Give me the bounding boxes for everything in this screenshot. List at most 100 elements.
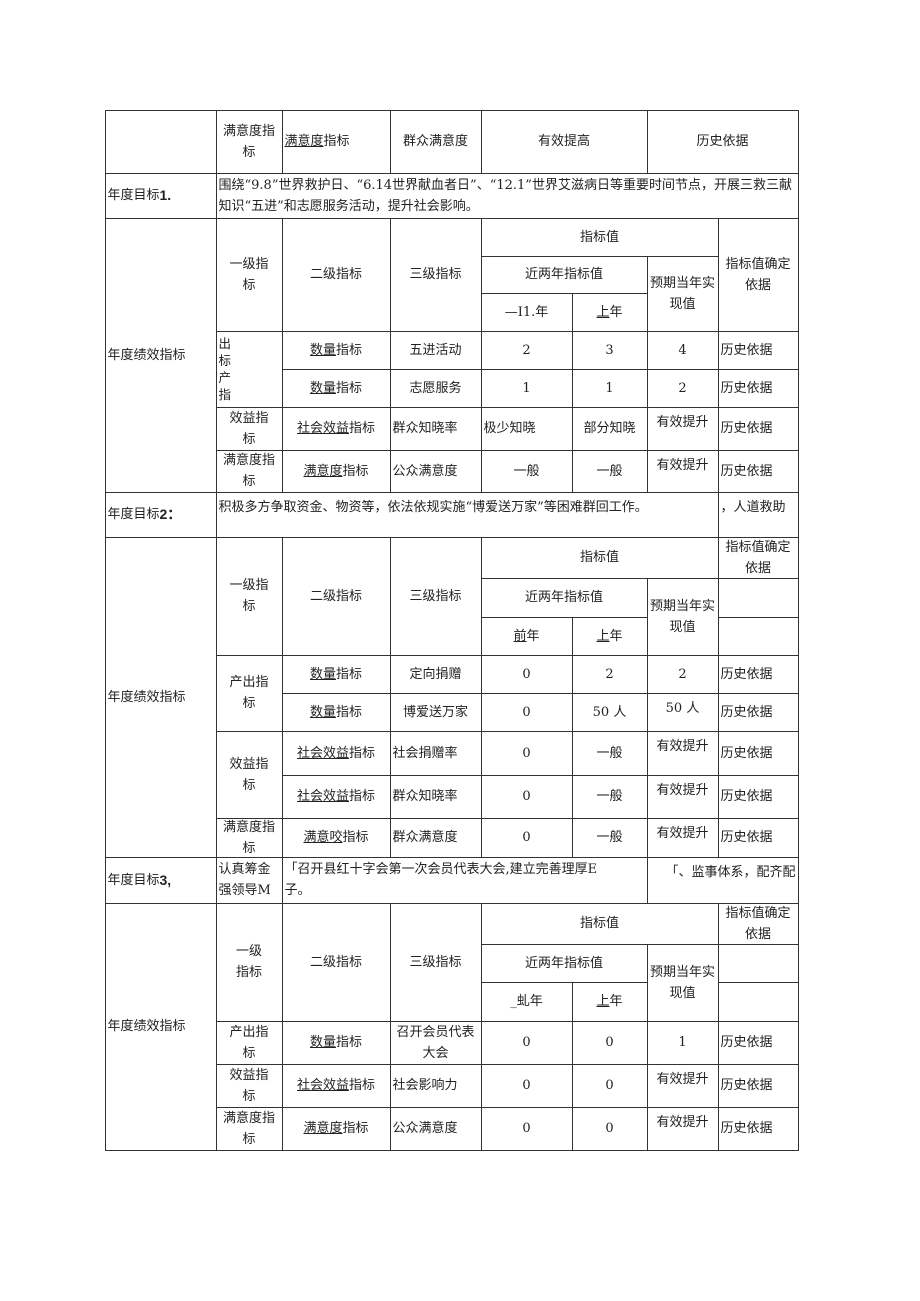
table-row-basis: 历史依据	[717, 1106, 799, 1151]
cell-text: 历史依据	[720, 1121, 773, 1136]
cell-text: 出 标 产 指	[218, 336, 232, 402]
cell-text: 0	[522, 666, 531, 682]
table-cell: 指标值确定 依据	[717, 902, 799, 945]
cell-text: 二级指标	[309, 267, 362, 282]
underlined-text: 满意度	[284, 134, 324, 149]
cell-text: 上年	[596, 991, 622, 1012]
cell-text: 指标值	[579, 916, 619, 931]
table-cell: 近两年指标值	[480, 255, 648, 294]
table-cell: 上年	[571, 616, 648, 656]
table-cell: 满意度指 标	[215, 109, 283, 174]
cell-text: 近两年指标值	[524, 955, 603, 971]
goal-label-text: 年度目标	[107, 507, 160, 522]
table-cell: 年度绩效指标	[104, 902, 217, 1151]
cell-text: 预期当年实 现值	[649, 598, 715, 635]
cell-text: 指标值	[579, 550, 619, 565]
table-row-basis: 历史依据	[717, 330, 799, 370]
table-cell: 一般	[571, 449, 648, 493]
cell-text: 二级指标	[309, 954, 362, 970]
cell-text: 年度绩效指标	[107, 689, 186, 705]
table-cell: 0	[480, 1106, 573, 1151]
text: 指标	[349, 745, 376, 761]
cell-text: 满意度指标	[285, 131, 350, 152]
table-cell: 指标值确定 依据	[717, 217, 799, 332]
cell-text: 历史依据	[720, 342, 773, 358]
cell-text: 0	[522, 1078, 531, 1093]
table-cell: 一般	[571, 774, 648, 819]
goal-text-left: 认真筹金 强领导M	[215, 856, 283, 904]
text: 年	[526, 628, 540, 644]
table-cell: 满意咬指标	[281, 817, 391, 858]
text: 年	[609, 994, 623, 1009]
cell-text: 0	[522, 830, 531, 845]
table-cell: 有效提升	[646, 817, 719, 858]
cell-text: 满意度指 标	[222, 1110, 275, 1147]
text: 指标	[336, 666, 363, 682]
table-cell: 效益指 标	[215, 1063, 283, 1108]
text: 指标	[336, 342, 363, 358]
underlined-text: 前	[513, 628, 527, 644]
cell-text: 历史依据	[720, 380, 773, 396]
text: 指标	[336, 380, 363, 396]
cell-text: 0	[522, 704, 531, 720]
cell-text: 三级指标	[409, 954, 462, 970]
cell-text: 社会效益指标	[297, 786, 375, 807]
table-cell: 三级指标	[389, 217, 482, 332]
text: 指标	[342, 463, 369, 479]
cell-text: 积极多方争取资金、物资等，依法依规实施“博爱送万家”等困难群回工作。	[218, 499, 648, 515]
table-cell: 志愿服务	[389, 368, 482, 408]
table-row-basis: 历史依据	[717, 774, 799, 819]
table-cell	[717, 577, 799, 618]
goal-number: 2：	[159, 506, 182, 522]
cell-text: 有效提升	[656, 457, 709, 473]
cell-text: 有效提升	[656, 1071, 709, 1087]
cell-text: —I1.年	[504, 304, 549, 320]
cell-text: 三级指标	[409, 588, 462, 604]
table-cell: 有效提升	[646, 730, 719, 776]
cell-text: 社会效益指标	[297, 418, 375, 439]
table-cell: 一级 指标	[215, 902, 283, 1022]
cell-text: 「、监事体系，配齐配	[665, 864, 796, 880]
cell-text: 一般	[596, 789, 623, 804]
cell-text: 一级指 标	[229, 256, 269, 293]
table-cell: 满意度指 标	[215, 817, 283, 858]
cell-text: 50 人	[665, 700, 700, 716]
cell-text: 历史依据	[696, 134, 749, 149]
cell-text: 社会效益指标	[297, 743, 375, 764]
cell-text: 0	[522, 789, 531, 804]
underlined-text: 上	[596, 628, 610, 644]
table-cell: 指标值	[480, 536, 719, 579]
cell-text: 2	[678, 380, 687, 396]
cell-text: 上年	[596, 302, 622, 323]
cell-text: 效益指 标	[229, 1067, 269, 1104]
cell-text: 2	[605, 666, 614, 682]
cell-text: 指标值确定 依据	[725, 539, 791, 576]
table-cell: 1	[571, 368, 648, 408]
cell-text: 0	[522, 1035, 531, 1050]
table-cell: 3	[571, 330, 648, 370]
cell-text: 一般	[596, 463, 623, 479]
table-cell: 0	[571, 1020, 648, 1065]
cell-text: _虬年	[510, 994, 543, 1009]
goal-text: 积极多方争取资金、物资等，依法依规实施“博爱送万家”等困难群回工作。	[215, 491, 719, 538]
cell-text: 年度绩效指标	[107, 347, 186, 363]
goal-label: 年度目标 2：	[104, 491, 217, 538]
table-cell: 群众满意度	[389, 109, 482, 174]
table-cell: 满意度指 标	[215, 1106, 283, 1151]
table-row-basis: 历史依据	[717, 1063, 799, 1108]
cell-text: 博爱送万家	[402, 704, 468, 720]
underlined-text: 数量	[309, 342, 336, 358]
cell-text: ，人道救助	[720, 499, 786, 515]
goal-text: 围绕“9.8”世界救护日、“6.14世界献血者日”、“12.1”世界艾滋病日等重…	[215, 172, 799, 219]
table-cell: 社会捐赠率	[389, 730, 482, 776]
underlined-text: 社会效益	[296, 421, 349, 436]
cell-text: 历史依据	[720, 421, 773, 436]
cell-text: 部分知晓	[583, 421, 636, 436]
table-cell: 2	[480, 330, 573, 370]
table-cell: 三级指标	[389, 536, 482, 656]
cell-text: 群众满意度	[392, 830, 458, 845]
cell-text: 定向捐赠	[409, 666, 462, 682]
cell-text: 近两年指标值	[524, 590, 603, 605]
table-cell: 社会效益指标	[281, 774, 391, 819]
table-cell: 一级指 标	[215, 217, 283, 332]
